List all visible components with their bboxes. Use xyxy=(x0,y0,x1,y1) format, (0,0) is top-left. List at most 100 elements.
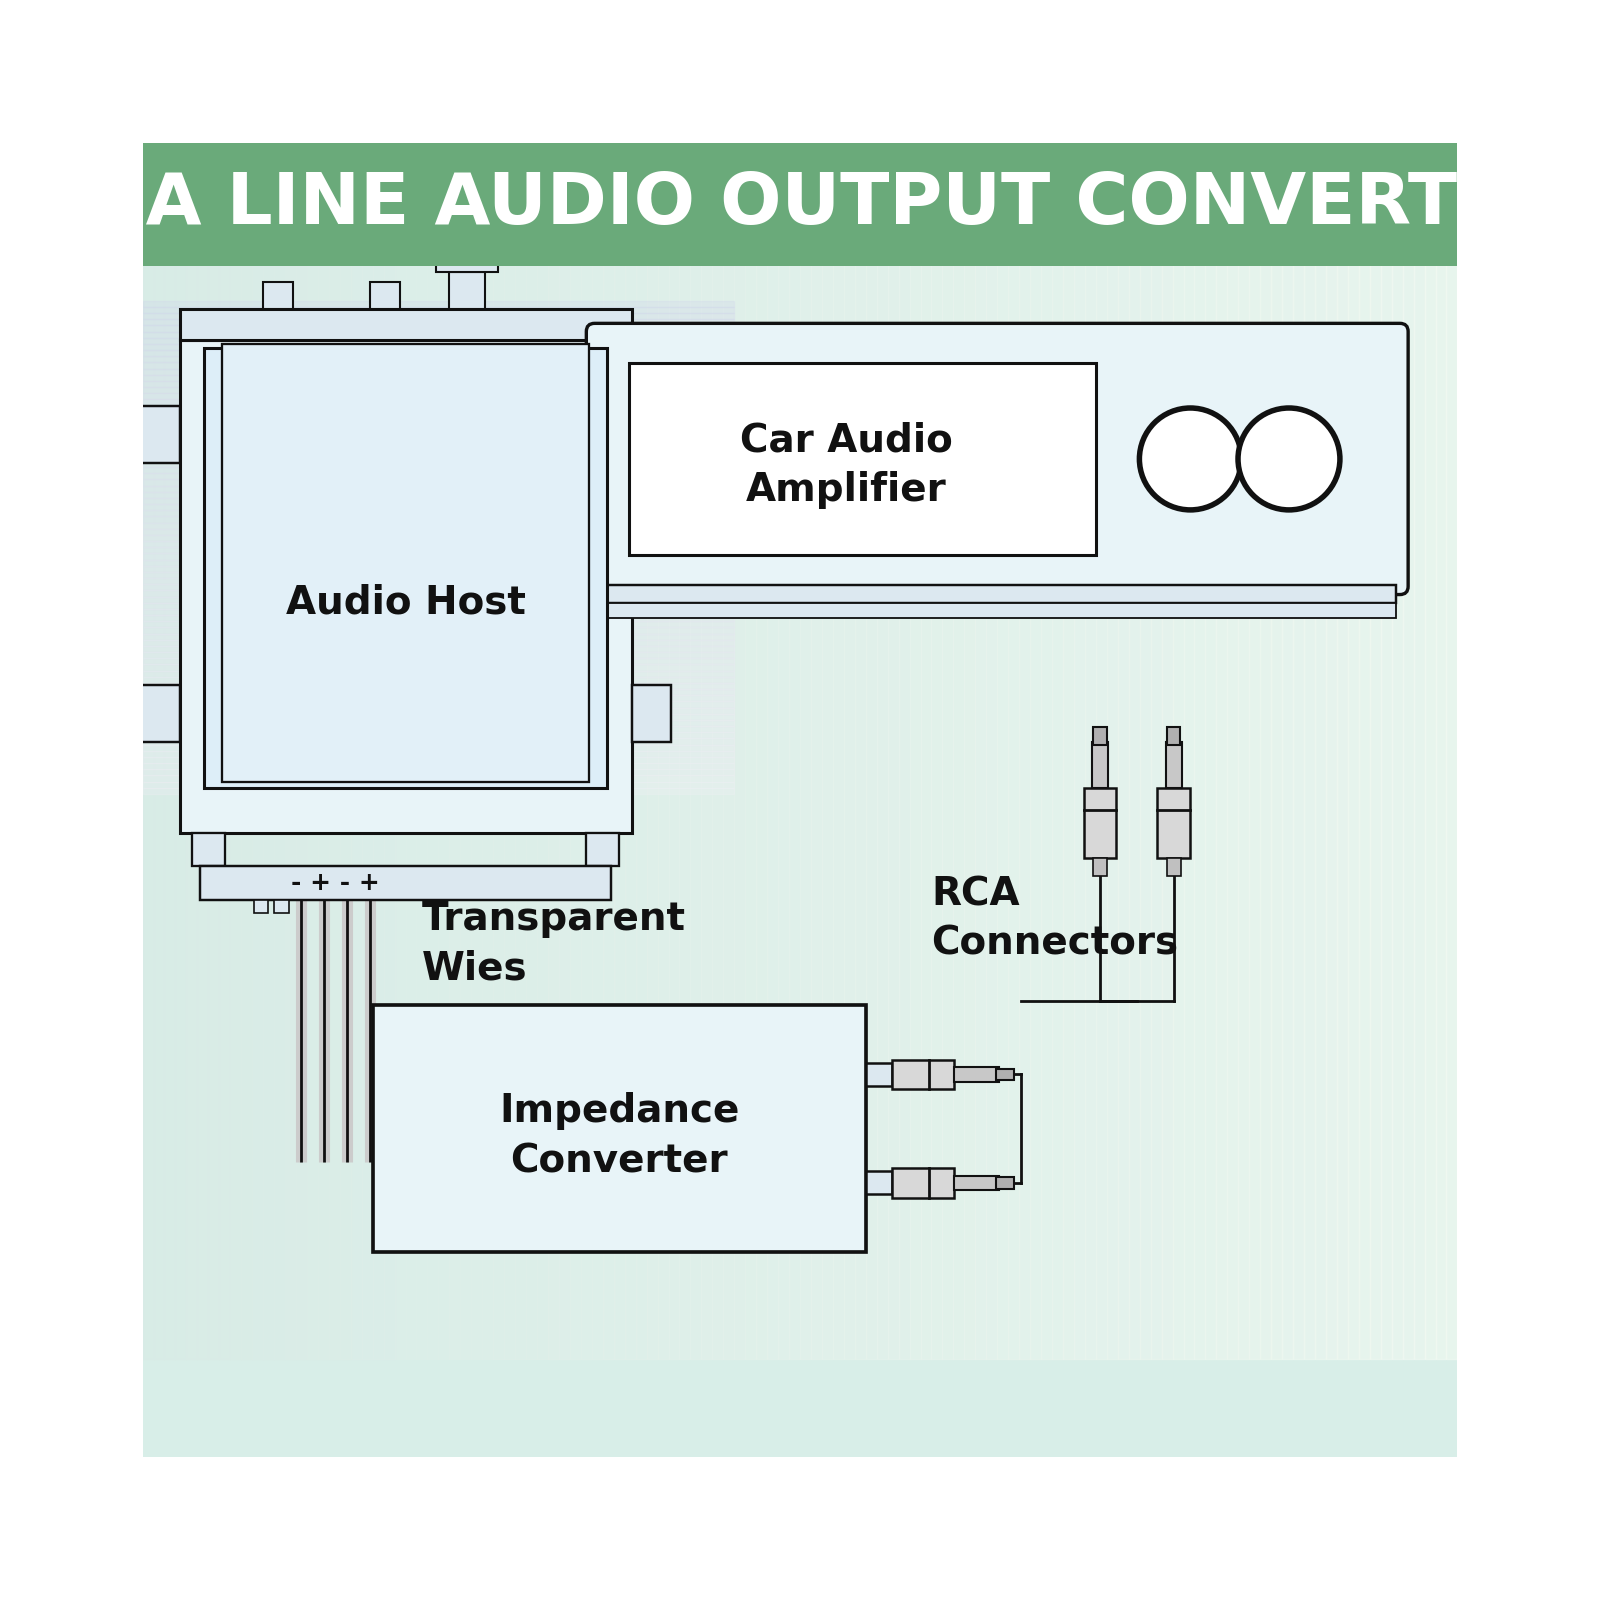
Bar xyxy=(179,309,632,339)
Text: Audio Host: Audio Host xyxy=(286,584,525,622)
Bar xyxy=(350,142,362,1358)
Bar xyxy=(208,142,219,1358)
Bar xyxy=(893,1168,954,1198)
Bar xyxy=(242,142,253,1358)
Bar xyxy=(142,696,734,701)
Bar xyxy=(142,658,734,664)
Bar xyxy=(789,142,800,1358)
Bar xyxy=(778,142,789,1358)
Bar xyxy=(142,664,734,670)
Text: Transparent: Transparent xyxy=(422,901,686,938)
Bar xyxy=(558,142,570,1358)
Bar xyxy=(854,142,866,1358)
Circle shape xyxy=(1139,408,1242,510)
Bar xyxy=(142,320,734,325)
Bar xyxy=(800,142,811,1358)
Bar xyxy=(954,1067,998,1082)
Bar xyxy=(205,349,606,787)
Bar xyxy=(142,714,734,720)
Bar xyxy=(866,1171,893,1195)
Bar xyxy=(866,142,877,1358)
Bar xyxy=(179,339,632,834)
Bar xyxy=(142,597,734,603)
Bar xyxy=(192,834,224,866)
Bar xyxy=(142,584,734,590)
Bar xyxy=(370,282,400,309)
Bar xyxy=(954,142,965,1358)
Bar xyxy=(142,541,734,547)
Bar xyxy=(142,781,734,787)
Bar xyxy=(142,523,734,530)
Text: Converter: Converter xyxy=(510,1142,728,1181)
Bar xyxy=(142,411,734,418)
Bar xyxy=(701,142,712,1358)
Bar xyxy=(986,142,997,1358)
Bar xyxy=(493,142,504,1358)
Bar xyxy=(1304,142,1315,1358)
Bar xyxy=(142,670,734,677)
Bar xyxy=(1062,142,1074,1358)
Bar xyxy=(142,733,734,738)
Bar xyxy=(142,726,734,733)
Bar xyxy=(757,142,766,1358)
Bar xyxy=(1030,142,1042,1358)
Bar xyxy=(307,142,318,1358)
Bar xyxy=(142,640,734,646)
Bar xyxy=(405,142,416,1358)
Bar xyxy=(1091,742,1109,787)
Bar xyxy=(920,142,931,1358)
Bar xyxy=(1261,142,1270,1358)
Bar xyxy=(274,901,290,914)
Text: Wies: Wies xyxy=(422,949,528,987)
Bar xyxy=(142,424,734,430)
Bar xyxy=(142,787,734,794)
Bar xyxy=(262,142,274,1358)
Bar xyxy=(141,405,179,462)
Bar xyxy=(142,454,734,461)
Bar xyxy=(450,272,485,309)
Bar xyxy=(1128,142,1139,1358)
Bar xyxy=(142,530,734,534)
Bar xyxy=(1270,142,1282,1358)
Bar xyxy=(1392,142,1403,1358)
Bar xyxy=(843,142,854,1358)
Bar xyxy=(395,142,405,1358)
Bar xyxy=(222,344,589,782)
Bar xyxy=(142,534,734,541)
Bar xyxy=(142,344,734,350)
Bar xyxy=(142,400,734,405)
Bar xyxy=(142,486,734,491)
Bar xyxy=(1446,142,1458,1358)
Bar xyxy=(461,142,472,1358)
Bar xyxy=(142,394,734,400)
Bar xyxy=(1338,142,1347,1358)
Bar xyxy=(142,517,734,523)
Bar xyxy=(658,142,669,1358)
Bar xyxy=(581,142,592,1358)
Circle shape xyxy=(1238,408,1339,510)
Bar xyxy=(142,590,734,597)
Bar xyxy=(142,357,734,362)
Bar xyxy=(976,142,986,1358)
Bar xyxy=(142,547,734,554)
Bar xyxy=(142,307,734,314)
Bar xyxy=(547,142,558,1358)
Bar xyxy=(734,142,746,1358)
Bar xyxy=(142,350,734,357)
Bar xyxy=(723,142,734,1358)
Bar xyxy=(142,646,734,653)
Bar xyxy=(142,677,734,683)
Bar xyxy=(142,387,734,394)
Bar xyxy=(899,142,909,1358)
Bar xyxy=(1184,142,1195,1358)
Bar xyxy=(165,142,176,1358)
Bar xyxy=(1157,787,1190,858)
Bar xyxy=(1083,787,1117,858)
Bar xyxy=(811,142,822,1358)
Bar xyxy=(186,142,197,1358)
Bar xyxy=(438,142,450,1358)
Bar xyxy=(142,720,734,726)
Bar xyxy=(515,142,526,1358)
Bar xyxy=(1414,142,1424,1358)
Bar xyxy=(1107,142,1118,1358)
